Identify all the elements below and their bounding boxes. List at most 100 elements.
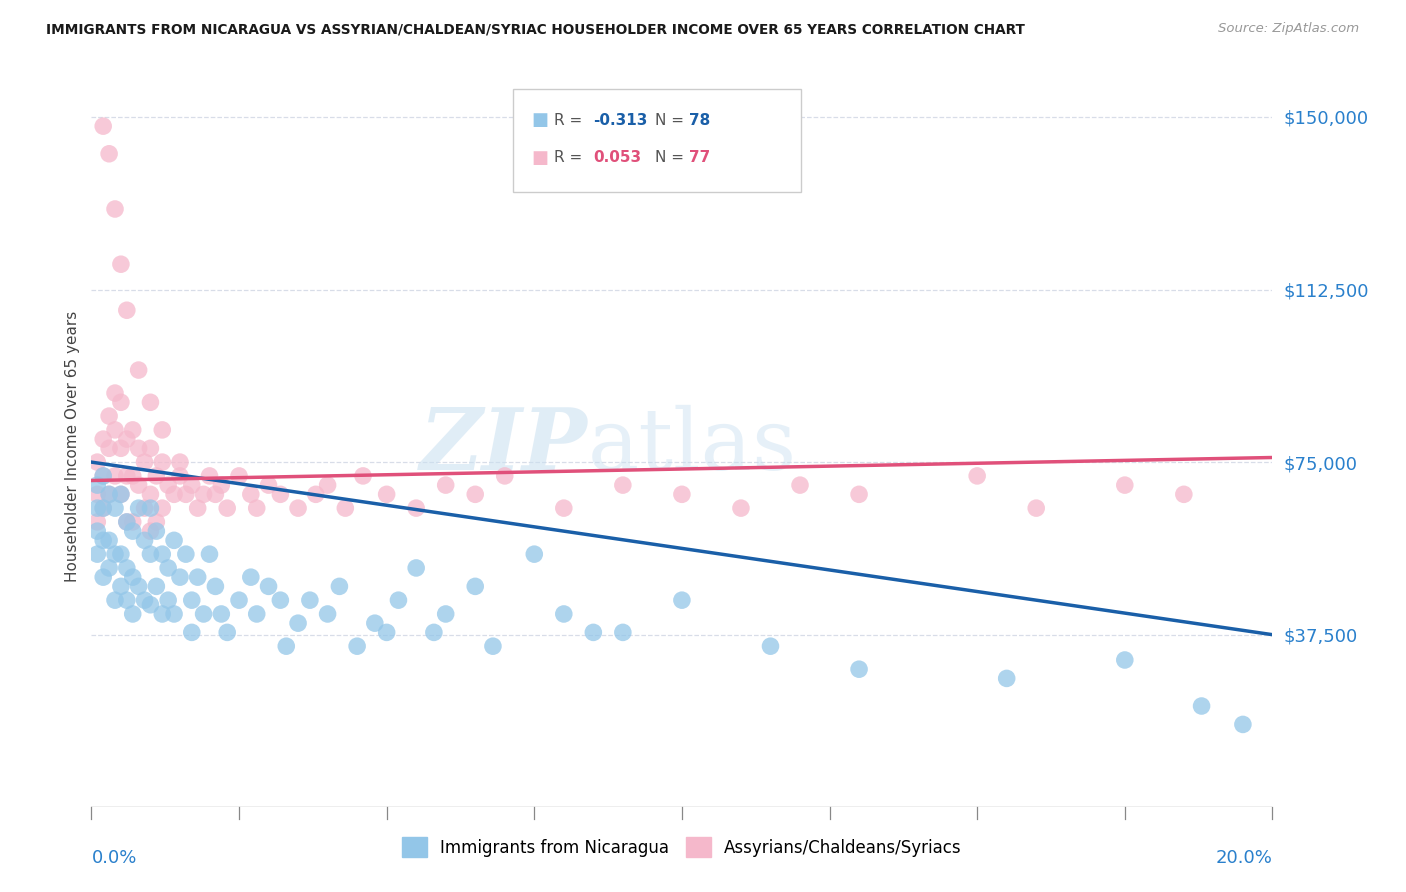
Point — [387, 593, 409, 607]
Point — [121, 524, 143, 538]
Point — [139, 395, 162, 409]
Text: ZIP: ZIP — [419, 404, 588, 488]
Point — [193, 487, 215, 501]
Point — [759, 639, 782, 653]
Point — [134, 455, 156, 469]
Text: N =: N = — [655, 113, 689, 128]
Point — [169, 570, 191, 584]
Point — [276, 639, 298, 653]
Point — [553, 607, 575, 621]
Point — [163, 607, 186, 621]
Text: ■: ■ — [531, 149, 548, 167]
Point — [98, 561, 121, 575]
Point — [145, 515, 167, 529]
Point — [328, 579, 350, 593]
Point — [287, 501, 309, 516]
Point — [204, 487, 226, 501]
Point — [1114, 478, 1136, 492]
Point — [86, 524, 108, 538]
Point — [405, 561, 427, 575]
Point — [128, 363, 150, 377]
Point — [86, 478, 108, 492]
Point — [209, 478, 232, 492]
Point — [128, 442, 150, 456]
Point — [612, 478, 634, 492]
Point — [730, 501, 752, 516]
Point — [316, 607, 339, 621]
Point — [139, 442, 162, 456]
Point — [169, 455, 191, 469]
Point — [86, 455, 108, 469]
Point — [110, 547, 132, 561]
Point — [848, 662, 870, 676]
Point — [316, 478, 339, 492]
Point — [305, 487, 328, 501]
Text: atlas: atlas — [588, 404, 797, 488]
Point — [98, 533, 121, 548]
Text: N =: N = — [655, 151, 689, 165]
Legend: Immigrants from Nicaragua, Assyrians/Chaldeans/Syriacs: Immigrants from Nicaragua, Assyrians/Cha… — [395, 830, 969, 864]
Point — [110, 442, 132, 456]
Point — [217, 501, 239, 516]
Point — [434, 607, 457, 621]
Point — [198, 469, 221, 483]
Point — [180, 478, 202, 492]
Point — [246, 607, 269, 621]
Point — [98, 409, 121, 423]
Point — [104, 547, 127, 561]
Point — [671, 593, 693, 607]
Text: IMMIGRANTS FROM NICARAGUA VS ASSYRIAN/CHALDEAN/SYRIAC HOUSEHOLDER INCOME OVER 65: IMMIGRANTS FROM NICARAGUA VS ASSYRIAN/CH… — [46, 22, 1025, 37]
Point — [110, 579, 132, 593]
Point — [180, 625, 202, 640]
Point — [1114, 653, 1136, 667]
Point — [187, 501, 209, 516]
Point — [257, 478, 280, 492]
Point — [115, 561, 138, 575]
Point — [86, 515, 108, 529]
Point — [494, 469, 516, 483]
Point — [287, 616, 309, 631]
Text: 20.0%: 20.0% — [1216, 848, 1272, 867]
Point — [966, 469, 988, 483]
Point — [995, 672, 1018, 686]
Point — [1191, 698, 1213, 713]
Point — [115, 593, 138, 607]
Point — [121, 469, 143, 483]
Text: R =: R = — [554, 151, 588, 165]
Point — [145, 579, 167, 593]
Text: Source: ZipAtlas.com: Source: ZipAtlas.com — [1219, 22, 1360, 36]
Point — [523, 547, 546, 561]
Point — [91, 501, 114, 516]
Point — [104, 202, 127, 216]
Point — [228, 469, 250, 483]
Point — [198, 547, 221, 561]
Point — [193, 607, 215, 621]
Point — [298, 593, 321, 607]
Point — [375, 487, 398, 501]
Point — [848, 487, 870, 501]
Point — [217, 625, 239, 640]
Point — [98, 487, 121, 501]
Point — [180, 593, 202, 607]
Point — [553, 501, 575, 516]
Point — [134, 533, 156, 548]
Point — [157, 593, 180, 607]
Point — [145, 469, 167, 483]
Point — [1232, 717, 1254, 731]
Point — [228, 593, 250, 607]
Text: 77: 77 — [689, 151, 710, 165]
Point — [115, 515, 138, 529]
Point — [612, 625, 634, 640]
Point — [139, 547, 162, 561]
Point — [121, 515, 143, 529]
Y-axis label: Householder Income Over 65 years: Householder Income Over 65 years — [65, 310, 80, 582]
Point — [375, 625, 398, 640]
Point — [405, 501, 427, 516]
Point — [104, 501, 127, 516]
Point — [269, 487, 291, 501]
Point — [86, 547, 108, 561]
Point — [115, 303, 138, 318]
Point — [335, 501, 357, 516]
Point — [464, 487, 486, 501]
Point — [91, 432, 114, 446]
